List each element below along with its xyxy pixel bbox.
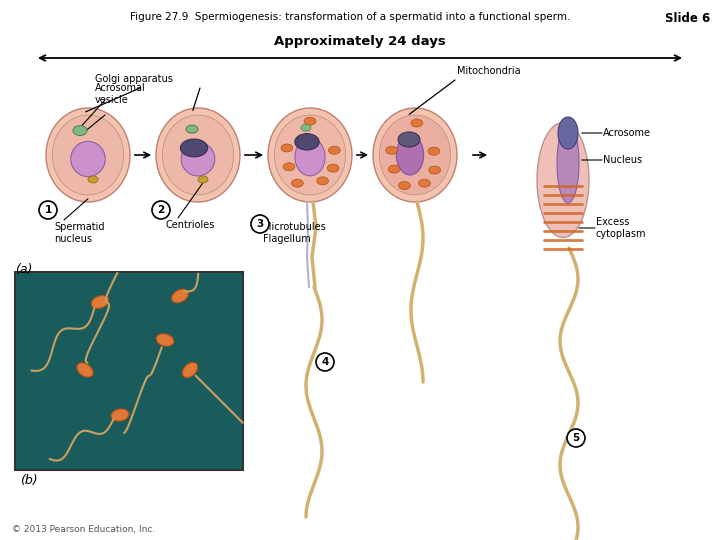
Text: Figure 27.9  Spermiogenesis: transformation of a spermatid into a functional spe: Figure 27.9 Spermiogenesis: transformati… [130,12,570,22]
Ellipse shape [181,142,215,176]
Ellipse shape [558,117,578,149]
Ellipse shape [156,108,240,202]
Text: (a): (a) [15,263,32,276]
Ellipse shape [386,146,397,154]
Text: Nucleus: Nucleus [603,155,642,165]
Ellipse shape [294,133,319,150]
Text: 5: 5 [572,433,580,443]
Ellipse shape [292,179,303,187]
Text: Excess
cytoplasm: Excess cytoplasm [596,217,647,239]
Ellipse shape [399,181,410,190]
Circle shape [152,201,170,219]
Text: 2: 2 [158,205,165,215]
Text: Approximately 24 days: Approximately 24 days [274,35,446,48]
Text: 3: 3 [256,219,264,229]
Ellipse shape [281,144,293,152]
Ellipse shape [182,362,198,377]
Ellipse shape [88,176,98,183]
FancyBboxPatch shape [15,272,243,470]
Text: Slide 6: Slide 6 [665,12,710,25]
Ellipse shape [411,119,423,127]
Ellipse shape [379,115,451,195]
Ellipse shape [398,132,420,147]
Ellipse shape [418,179,431,187]
Text: Acrosome: Acrosome [603,128,651,138]
Ellipse shape [304,117,316,125]
Ellipse shape [73,126,87,136]
Text: © 2013 Pearson Education, Inc.: © 2013 Pearson Education, Inc. [12,525,156,534]
Text: (b): (b) [20,474,37,487]
Text: Mitochondria: Mitochondria [457,66,521,76]
Ellipse shape [283,163,295,171]
Text: Centrioles: Centrioles [166,220,215,230]
Ellipse shape [274,115,346,195]
Ellipse shape [301,124,311,131]
Circle shape [39,201,57,219]
Ellipse shape [396,135,423,175]
Ellipse shape [268,108,352,202]
Ellipse shape [328,146,341,154]
Text: Microtubules: Microtubules [263,222,325,232]
Ellipse shape [429,166,441,174]
Ellipse shape [156,334,174,346]
Circle shape [316,353,334,371]
Ellipse shape [46,108,130,202]
Ellipse shape [171,289,189,303]
Ellipse shape [537,123,589,238]
Text: Acrosomal
vesicle: Acrosomal vesicle [95,83,145,105]
Text: Golgi apparatus: Golgi apparatus [95,74,173,84]
Ellipse shape [71,141,105,177]
Ellipse shape [317,177,328,185]
Ellipse shape [428,147,440,155]
Ellipse shape [295,138,325,176]
Text: 4: 4 [321,357,329,367]
Ellipse shape [373,108,457,202]
Circle shape [567,429,585,447]
Ellipse shape [180,139,207,157]
Text: Spermatid
nucleus: Spermatid nucleus [54,222,104,244]
Ellipse shape [111,409,129,421]
Ellipse shape [77,363,93,377]
Ellipse shape [557,123,579,203]
Ellipse shape [327,164,339,172]
Text: 1: 1 [45,205,52,215]
Ellipse shape [186,125,198,133]
Ellipse shape [53,115,124,195]
Ellipse shape [162,115,234,195]
Text: Flagellum: Flagellum [263,234,311,244]
Ellipse shape [198,176,208,183]
Circle shape [251,215,269,233]
Ellipse shape [91,295,109,308]
Ellipse shape [388,165,400,173]
